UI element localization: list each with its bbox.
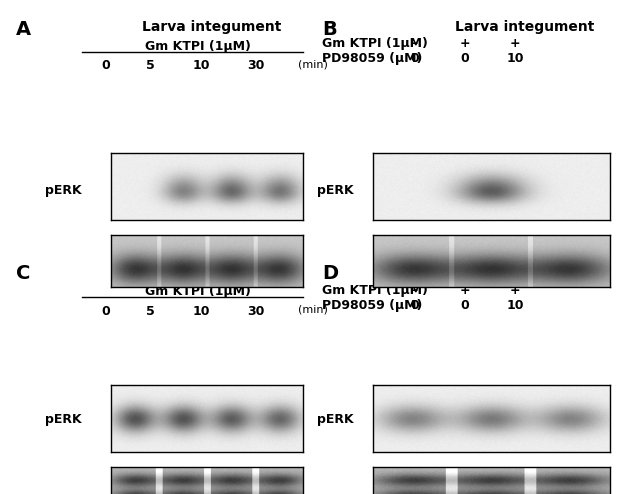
Text: –: – — [411, 37, 418, 50]
Text: 30: 30 — [247, 305, 265, 318]
Text: Gm KTPI (1μM): Gm KTPI (1μM) — [145, 285, 252, 298]
Text: 5: 5 — [146, 305, 155, 318]
Text: 10: 10 — [192, 59, 210, 72]
Text: 0: 0 — [410, 52, 419, 65]
Text: B: B — [322, 20, 337, 39]
Text: pERK: pERK — [317, 413, 353, 426]
Text: D: D — [322, 264, 339, 283]
Text: PD98059 (μM): PD98059 (μM) — [322, 299, 423, 312]
Text: 10: 10 — [506, 299, 524, 312]
Text: Larva integument: Larva integument — [455, 20, 595, 34]
Text: 10: 10 — [192, 305, 210, 318]
Text: 0: 0 — [410, 299, 419, 312]
Text: +: + — [459, 37, 470, 50]
Text: Larva fat body: Larva fat body — [455, 264, 569, 278]
Text: A: A — [16, 20, 31, 39]
Text: pERK: pERK — [45, 184, 82, 197]
Text: pERK: pERK — [317, 184, 353, 197]
Text: Gm KTPI (1μM): Gm KTPI (1μM) — [322, 284, 428, 297]
Text: Gm KTPI (1μM): Gm KTPI (1μM) — [322, 37, 428, 50]
Text: (min): (min) — [298, 305, 328, 315]
Text: Larva fat body: Larva fat body — [142, 264, 256, 278]
Text: C: C — [16, 264, 30, 283]
Text: Larva integument: Larva integument — [142, 20, 282, 34]
Text: +: + — [510, 284, 520, 297]
Text: pERK: pERK — [45, 413, 82, 426]
Text: +: + — [459, 284, 470, 297]
Text: 0: 0 — [460, 52, 469, 65]
Text: 10: 10 — [506, 52, 524, 65]
Text: (min): (min) — [298, 59, 328, 69]
Text: +: + — [510, 37, 520, 50]
Text: 0: 0 — [460, 299, 469, 312]
Text: –: – — [411, 284, 418, 297]
Text: PD98059 (μM): PD98059 (μM) — [322, 52, 423, 65]
Text: 0: 0 — [102, 59, 111, 72]
Text: 0: 0 — [102, 305, 111, 318]
Text: 5: 5 — [146, 59, 155, 72]
Text: 30: 30 — [247, 59, 265, 72]
Text: Gm KTPI (1μM): Gm KTPI (1μM) — [145, 40, 252, 52]
